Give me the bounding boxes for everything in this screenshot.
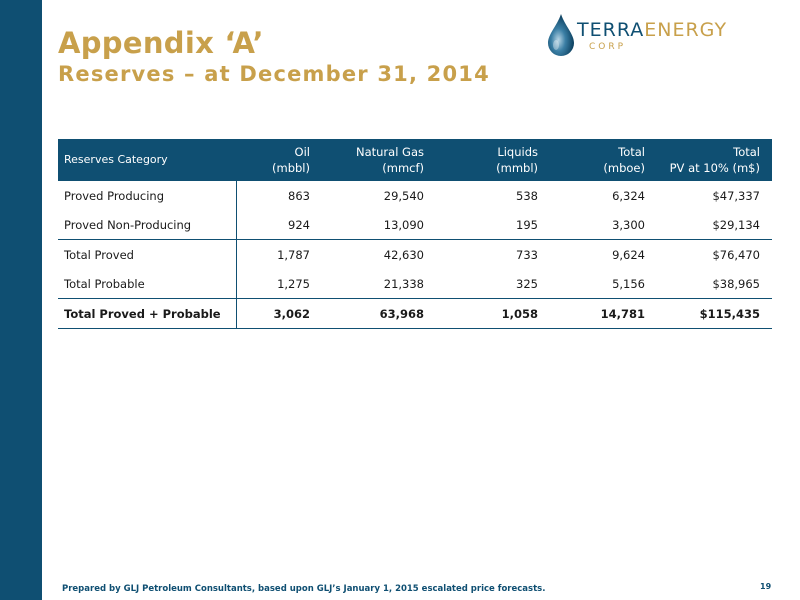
cell-oil: 924 — [235, 210, 322, 240]
water-drop-icon — [548, 14, 574, 56]
cell-gas: 42,630 — [383, 247, 424, 262]
page-number: 19 — [760, 582, 772, 591]
cell-category: Total Proved — [64, 247, 134, 262]
cell-gas: 21,338 — [322, 269, 436, 299]
header-total-pv10: Total PV at 10% (m$) — [657, 139, 772, 181]
table-row-total-probable: Total Probable 1,275 21,338 325 5,156 $3… — [58, 269, 772, 299]
cell-pv10: $115,435 — [657, 298, 772, 329]
table-row-total-proved-probable: Total Proved + Probable 3,062 63,968 1,0… — [58, 298, 772, 329]
page-title: Appendix ‘A’ — [58, 26, 264, 60]
cell-total-mboe: 9,624 — [612, 247, 645, 262]
page-subtitle: Reserves – at December 31, 2014 — [58, 62, 490, 86]
table-row-proved-producing: Proved Producing 863 29,540 538 6,324 $4… — [58, 181, 772, 210]
header-oil: Oil (mbbl) — [236, 139, 322, 181]
header-unit: (mbbl) — [272, 161, 310, 175]
header-total-mboe: Total (mboe) — [550, 139, 657, 181]
cell-category: Total Proved + Probable — [58, 298, 236, 329]
reserves-table: Reserves Category Oil (mbbl) Natural Gas (… — [58, 139, 772, 329]
header-natural-gas: Natural Gas (mmcf) — [322, 139, 436, 181]
cell-oil: 1,275 — [235, 269, 322, 299]
cell-category: Proved Non-Producing — [58, 210, 236, 240]
header-liquids: Liquids (mmbl) — [436, 139, 550, 181]
cell-category: Total Probable — [58, 269, 236, 299]
cell-pv10: $47,337 — [712, 188, 760, 203]
header-label: Natural Gas — [355, 145, 424, 159]
cell-category: Proved Producing — [64, 188, 165, 203]
cell-gas: 13,090 — [322, 210, 436, 240]
cell-liquids: 195 — [436, 210, 550, 240]
cell-pv10: $38,965 — [657, 269, 772, 299]
logo-wordmark-terra: TERRA — [577, 19, 645, 41]
cell-liquids: 325 — [436, 269, 550, 299]
header-unit: (mboe) — [603, 161, 645, 175]
header-label: Reserves Category — [64, 153, 168, 166]
header-unit: (mmbl) — [496, 161, 538, 175]
cell-total-mboe: 5,156 — [550, 269, 657, 299]
cell-liquids: 733 — [516, 247, 538, 262]
cell-oil: 863 — [235, 181, 322, 210]
cell-liquids: 1,058 — [436, 298, 550, 329]
cell-pv10: $29,134 — [657, 210, 772, 240]
cell-total-mboe: 3,300 — [550, 210, 657, 240]
table-header-row: Reserves Category Oil (mbbl) Natural Gas (… — [58, 139, 772, 181]
cell-liquids: 538 — [516, 188, 538, 203]
cell-total-mboe: 6,324 — [612, 188, 645, 203]
table-row-proved-non-producing: Proved Non-Producing 924 13,090 195 3,30… — [58, 210, 772, 240]
cell-gas: 29,540 — [383, 188, 424, 203]
table-row-total-proved: Total Proved 1,787 42,630 733 9,624 $76,… — [58, 239, 772, 269]
cell-oil: 3,062 — [235, 298, 322, 329]
logo-corp: CORP — [589, 42, 627, 52]
logo-wordmark-energy: ENERGY — [644, 19, 728, 41]
header-reserves-category: Reserves Category — [58, 139, 236, 181]
sidebar-band — [0, 0, 42, 600]
header-label: Oil — [294, 145, 310, 159]
cell-gas: 63,968 — [322, 298, 436, 329]
header-label: Total — [733, 145, 760, 159]
header-label: Total — [618, 145, 645, 159]
footnote: Prepared by GLJ Petroleum Consultants, b… — [62, 584, 546, 594]
company-logo: TERRAENERGY CORP — [545, 12, 780, 58]
cell-total-mboe: 14,781 — [550, 298, 657, 329]
logo-wordmark: TERRAENERGY — [577, 21, 727, 40]
header-unit: (mmcf) — [382, 161, 424, 175]
cell-pv10: $76,470 — [712, 247, 760, 262]
header-label: Liquids — [497, 145, 538, 159]
cell-oil: 1,787 — [235, 239, 322, 269]
header-unit: PV at 10% (m$) — [669, 161, 760, 175]
